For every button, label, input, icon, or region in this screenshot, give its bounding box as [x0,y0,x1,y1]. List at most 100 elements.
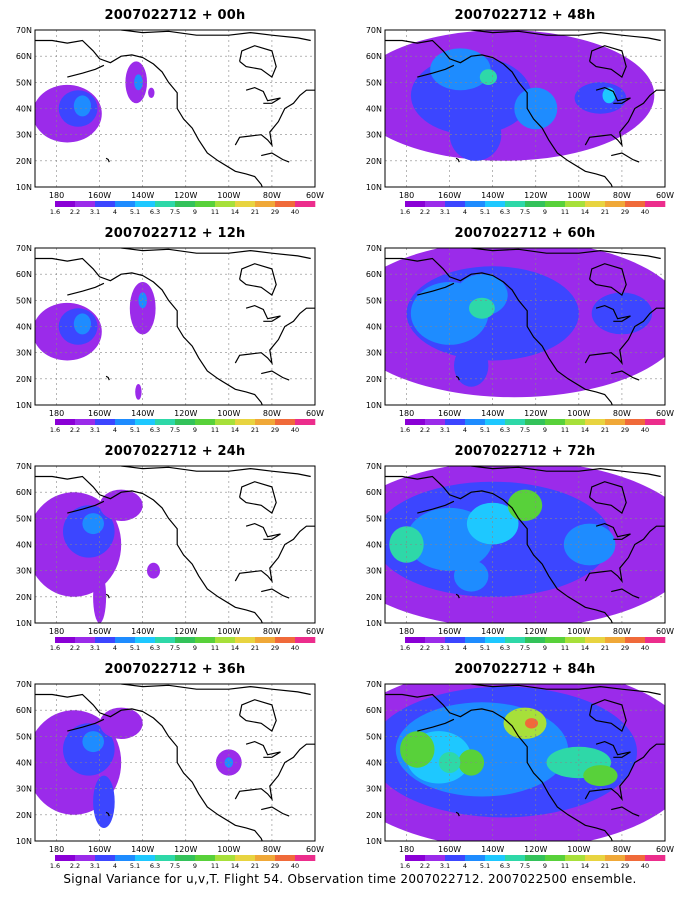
lon-tick-label: 100W [217,191,240,200]
lat-tick-label: 20N [16,811,32,820]
lon-tick-label: 120W [174,845,197,854]
colorbar-label: 21 [601,862,609,870]
colorbar-swatch [585,637,606,643]
coastline [67,718,105,732]
lat-tick-label: 30N [366,785,382,794]
colorbar-label: 5.1 [480,426,490,434]
variance-map: 10N 20N 30N 40N 50N 60N 70N 180 160W 140W 120W 100W… [16,26,324,216]
lat-tick-label: 20N [366,157,382,166]
colorbar-label: 5.1 [480,208,490,216]
colorbar-swatch [255,855,276,861]
lon-tick-label: 180 [399,409,414,418]
coastline [611,152,640,163]
lon-tick-label: 160W [88,627,111,636]
colorbar-label: 5.1 [130,426,140,434]
lat-tick-label: 20N [16,375,32,384]
lon-tick-label: 160W [88,845,111,854]
lon-tick-label: 120W [174,191,197,200]
colorbar-label: 4 [463,208,467,216]
lon-tick-label: 80W [613,409,631,418]
lon-tick-label: 180 [49,409,64,418]
variance-contour [525,718,538,729]
lon-tick-label: 80W [613,627,631,636]
variance-contour [507,489,543,521]
colorbar-label: 4 [113,426,117,434]
colorbar-swatch [235,855,256,861]
colorbar-label: 11 [211,426,219,434]
colorbar-label: 11 [561,208,569,216]
lat-tick-label: 40N [366,105,382,114]
colorbar-label: 3.1 [440,644,450,652]
lon-tick-label: 60W [656,627,674,636]
colorbar-label: 29 [621,862,629,870]
colorbar-swatch [545,637,566,643]
colorbar-swatch [465,419,486,425]
variance-contour [82,513,104,535]
lat-tick-label: 30N [16,131,32,140]
coastline [589,699,627,733]
coastline [67,282,105,296]
colorbar-swatch [275,419,296,425]
lon-tick-label: 100W [217,409,240,418]
colorbar-swatch [605,855,626,861]
colorbar-label: 6.3 [150,644,160,652]
colorbar-swatch [505,637,526,643]
lat-tick-label: 30N [16,349,32,358]
lat-tick-label: 30N [366,349,382,358]
colorbar-swatch [565,419,586,425]
colorbar-swatch [585,201,606,207]
coastline [417,64,455,78]
colorbar-label: 29 [271,426,279,434]
variance-contour [400,731,435,768]
variance-contour [93,775,115,828]
lon-tick-label: 140W [481,191,504,200]
coastline [105,157,110,163]
colorbar-label: 29 [271,862,279,870]
colorbar-label: 4 [463,862,467,870]
colorbar-swatch [605,637,626,643]
coastline [239,263,277,297]
colorbar-swatch [505,419,526,425]
coastline [595,740,631,758]
lat-tick-label: 30N [366,567,382,576]
coastline [234,307,315,366]
colorbar-label: 40 [291,426,299,434]
lon-tick-label: 80W [263,627,281,636]
lat-tick-label: 70N [366,244,382,253]
lon-tick-label: 180 [399,627,414,636]
colorbar-swatch [445,637,466,643]
lon-tick-label: 140W [131,409,154,418]
colorbar-swatch [485,637,506,643]
coastline [245,522,281,540]
colorbar-label: 6.3 [150,208,160,216]
coastline [611,806,640,817]
colorbar-swatch [35,855,56,861]
map-frame [34,683,316,842]
colorbar-swatch [95,419,116,425]
colorbar-swatch [425,855,446,861]
colorbar-swatch [255,419,276,425]
colorbar-swatch [625,419,646,425]
colorbar-swatch [215,855,236,861]
colorbar-swatch [605,201,626,207]
colorbar-label: 11 [561,644,569,652]
lat-tick-label: 50N [16,78,32,87]
coastline [589,263,627,297]
colorbar-label: 9 [193,208,197,216]
lat-tick-label: 20N [366,811,382,820]
colorbar-label: 21 [601,426,609,434]
coastline [239,45,277,79]
lat-tick-label: 60N [16,52,32,61]
colorbar-swatch [155,855,176,861]
colorbar-swatch [585,419,606,425]
lat-tick-label: 60N [16,488,32,497]
colorbar-swatch [565,855,586,861]
coastline [121,466,311,478]
lon-tick-label: 180 [49,627,64,636]
colorbar-swatch [545,419,566,425]
colorbar-swatch [645,419,666,425]
lon-tick-label: 120W [174,409,197,418]
coastline [385,257,613,405]
colorbar-label: 40 [291,208,299,216]
lon-tick-label: 60W [656,191,674,200]
